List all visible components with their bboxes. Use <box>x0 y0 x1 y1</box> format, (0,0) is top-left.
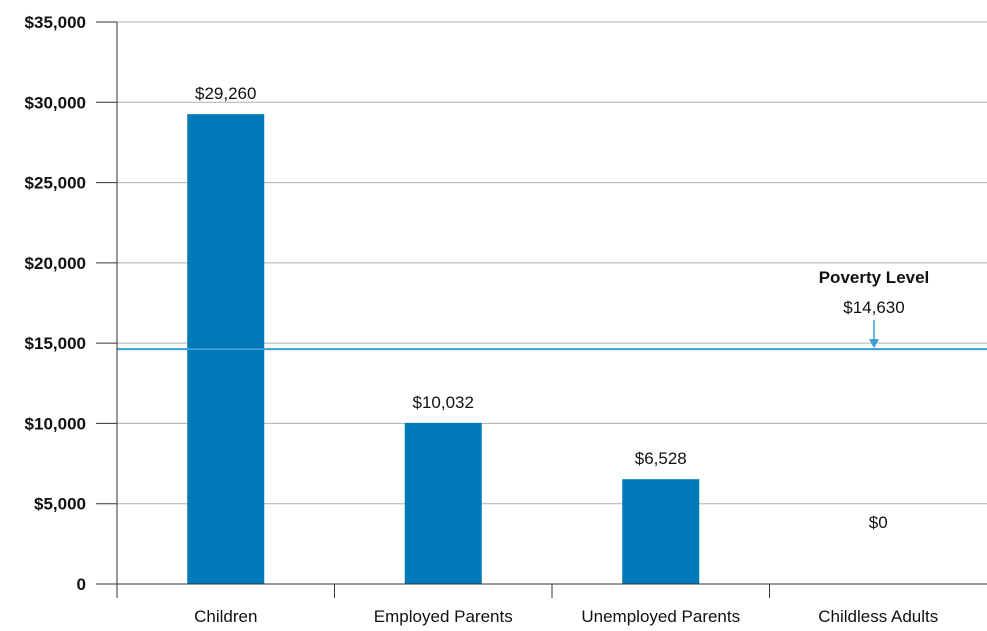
bar-value-label: $10,032 <box>413 393 474 412</box>
x-category-label: Unemployed Parents <box>581 607 740 626</box>
bar-value-label: $6,528 <box>635 449 687 468</box>
poverty-level-reference: Poverty Level $14,630 <box>117 268 987 351</box>
poverty-level-title: Poverty Level <box>819 268 930 287</box>
x-category-label: Employed Parents <box>374 607 513 626</box>
poverty-level-value: $14,630 <box>843 298 904 317</box>
y-tick-label: $10,000 <box>25 414 86 433</box>
y-tick-label: 0 <box>77 575 86 594</box>
bar <box>404 422 482 584</box>
axes <box>96 21 987 598</box>
y-tick-label: $5,000 <box>34 495 86 514</box>
bar-value-label: $29,260 <box>195 84 256 103</box>
y-tick-label: $35,000 <box>25 13 86 32</box>
y-tick-label: $20,000 <box>25 254 86 273</box>
y-axis-ticks: 0 $5,000 $10,000 $15,000 $20,000 $25,000 $30,0… <box>25 13 86 594</box>
y-tick-label: $25,000 <box>25 174 86 193</box>
x-category-label: Children <box>194 607 257 626</box>
bar-value-label: $0 <box>869 513 888 532</box>
bar <box>622 479 700 584</box>
data-labels: $29,260 $10,032 $6,528 $0 <box>195 84 888 532</box>
poverty-level-arrow-icon <box>869 339 879 349</box>
x-category-label: Childless Adults <box>818 607 938 626</box>
y-tick-label: $15,000 <box>25 334 86 353</box>
x-axis-ticks: Children Employed Parents Unemployed Paren… <box>194 584 938 626</box>
y-tick-label: $30,000 <box>25 93 86 112</box>
